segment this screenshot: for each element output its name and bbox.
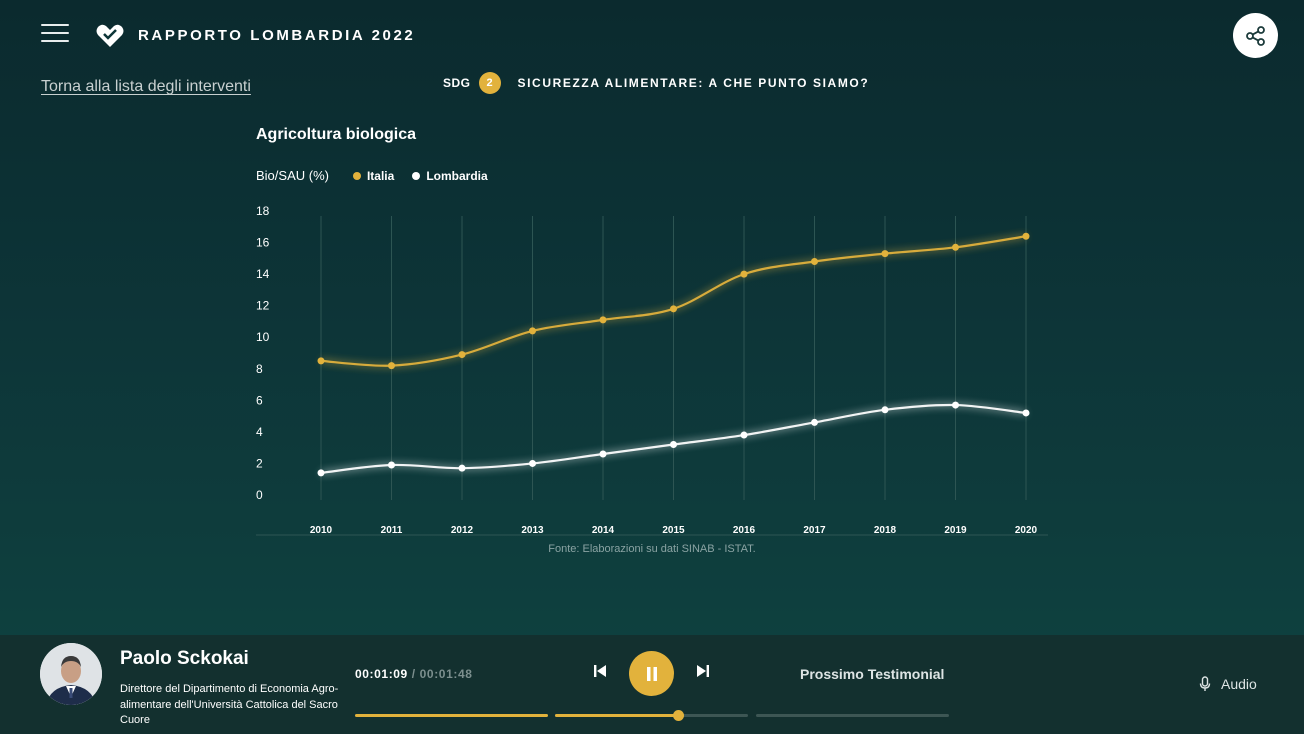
speaker-name: Paolo Sckokai	[120, 648, 249, 669]
data-point-italia	[317, 357, 325, 365]
audio-label: Audio	[1221, 676, 1257, 692]
skip-next-icon	[697, 665, 709, 677]
current-time: 00:01:09	[355, 667, 408, 681]
legend-label-italia: Italia	[366, 168, 395, 183]
x-tick-label: 2012	[451, 525, 474, 536]
pause-icon	[646, 666, 657, 681]
x-tick-label: 2020	[1015, 525, 1038, 536]
y-tick-label: 16	[256, 236, 270, 250]
x-tick-label: 2011	[381, 525, 403, 536]
share-button[interactable]	[1233, 13, 1278, 58]
time-display: 00:01:09 / 00:01:48	[355, 667, 473, 681]
menu-button[interactable]	[41, 24, 69, 42]
data-point-lombardia	[1022, 409, 1030, 417]
legend-dot-icon	[412, 171, 421, 180]
share-icon	[1245, 25, 1265, 46]
previous-button[interactable]	[592, 663, 608, 684]
x-tick-label: 2018	[874, 525, 897, 536]
data-point-lombardia	[952, 401, 959, 409]
data-point-lombardia	[317, 469, 325, 477]
data-point-italia	[952, 243, 959, 251]
data-point-lombardia	[670, 441, 677, 449]
x-tick-label: 2019	[944, 525, 967, 536]
data-point-lombardia	[811, 418, 818, 426]
data-point-lombardia	[529, 459, 536, 467]
data-point-italia	[1022, 232, 1030, 240]
sdg-title: SICUREZZA ALIMENTARE: A CHE PUNTO SIAMO?	[517, 76, 870, 90]
data-point-italia	[529, 327, 536, 335]
x-tick-label: 2015	[662, 525, 685, 536]
chart-legend: Bio/SAU (%) Italia Lombardia	[256, 168, 506, 183]
seek-handle[interactable]	[673, 710, 685, 721]
sdg-heading: SDG 2 SICUREZZA ALIMENTARE: A CHE PUNTO …	[443, 72, 869, 94]
y-tick-label: 6	[256, 393, 263, 407]
pause-button[interactable]	[629, 651, 674, 696]
data-point-italia	[599, 316, 607, 324]
y-tick-label: 12	[256, 299, 270, 313]
time-separator: /	[411, 667, 416, 681]
speaker-role: Direttore del Dipartimento di Economia A…	[120, 683, 339, 726]
total-time: 00:01:48	[419, 667, 473, 681]
audio-button[interactable]: Audio	[1199, 676, 1257, 692]
sdg-label: SDG	[443, 76, 471, 90]
line-chart: 0 2 4 6 8 10 12 14 16 18 2010 2011 2012 2013 2014 2015 2…	[256, 204, 1048, 536]
heart-logo-icon[interactable]	[96, 22, 124, 48]
y-tick-label: 14	[256, 267, 270, 281]
y-tick-label: 2	[256, 456, 263, 470]
completed-track	[355, 714, 548, 717]
data-point-italia	[740, 270, 748, 278]
y-tick-label: 4	[256, 425, 263, 439]
next-button[interactable]	[695, 663, 711, 684]
x-tick-label: 2010	[310, 525, 333, 536]
back-to-list-link[interactable]: Torna alla lista degli interventi	[41, 78, 251, 95]
legend-label-lombardia: Lombardia	[426, 168, 488, 183]
hamburger-icon	[41, 24, 69, 26]
data-point-italia	[811, 257, 818, 265]
y-tick-label: 0	[256, 488, 263, 502]
data-point-lombardia	[458, 464, 466, 472]
speaker-avatar	[40, 643, 102, 705]
skip-previous-icon	[594, 665, 606, 677]
upcoming-track	[756, 714, 949, 717]
y-tick-label: 10	[256, 330, 270, 344]
next-testimonial-button[interactable]: Prossimo Testimonial	[800, 666, 945, 682]
y-tick-label: 18	[256, 204, 270, 218]
app-title: RAPPORTO LOMBARDIA 2022	[138, 27, 416, 44]
microphone-icon	[1199, 676, 1211, 691]
chart-source: Fonte: Elaborazioni su dati SINAB - ISTA…	[548, 543, 756, 555]
data-point-lombardia	[388, 461, 395, 469]
legend-item-italia: Italia	[352, 168, 395, 183]
x-tick-label: 2013	[521, 525, 544, 536]
data-point-lombardia	[599, 450, 607, 458]
data-point-lombardia	[881, 406, 889, 414]
sdg-number-badge: 2	[478, 72, 501, 94]
current-track-fill	[555, 714, 679, 717]
data-point-italia	[670, 305, 677, 313]
data-point-lombardia	[740, 431, 748, 439]
x-tick-label: 2014	[592, 525, 615, 536]
x-tick-label: 2017	[803, 525, 826, 536]
y-tick-label: 8	[256, 362, 263, 376]
legend-item-lombardia: Lombardia	[412, 168, 488, 183]
data-point-italia	[388, 362, 395, 370]
data-point-italia	[881, 250, 889, 258]
data-point-italia	[458, 351, 466, 359]
legend-dot-icon	[352, 171, 361, 180]
y-axis-label: Bio/SAU (%)	[256, 168, 329, 183]
player-bar: Paolo Sckokai Direttore del Dipartimento…	[0, 635, 1304, 734]
chart-title: Agricoltura biologica	[256, 126, 417, 143]
x-tick-label: 2016	[733, 525, 756, 536]
